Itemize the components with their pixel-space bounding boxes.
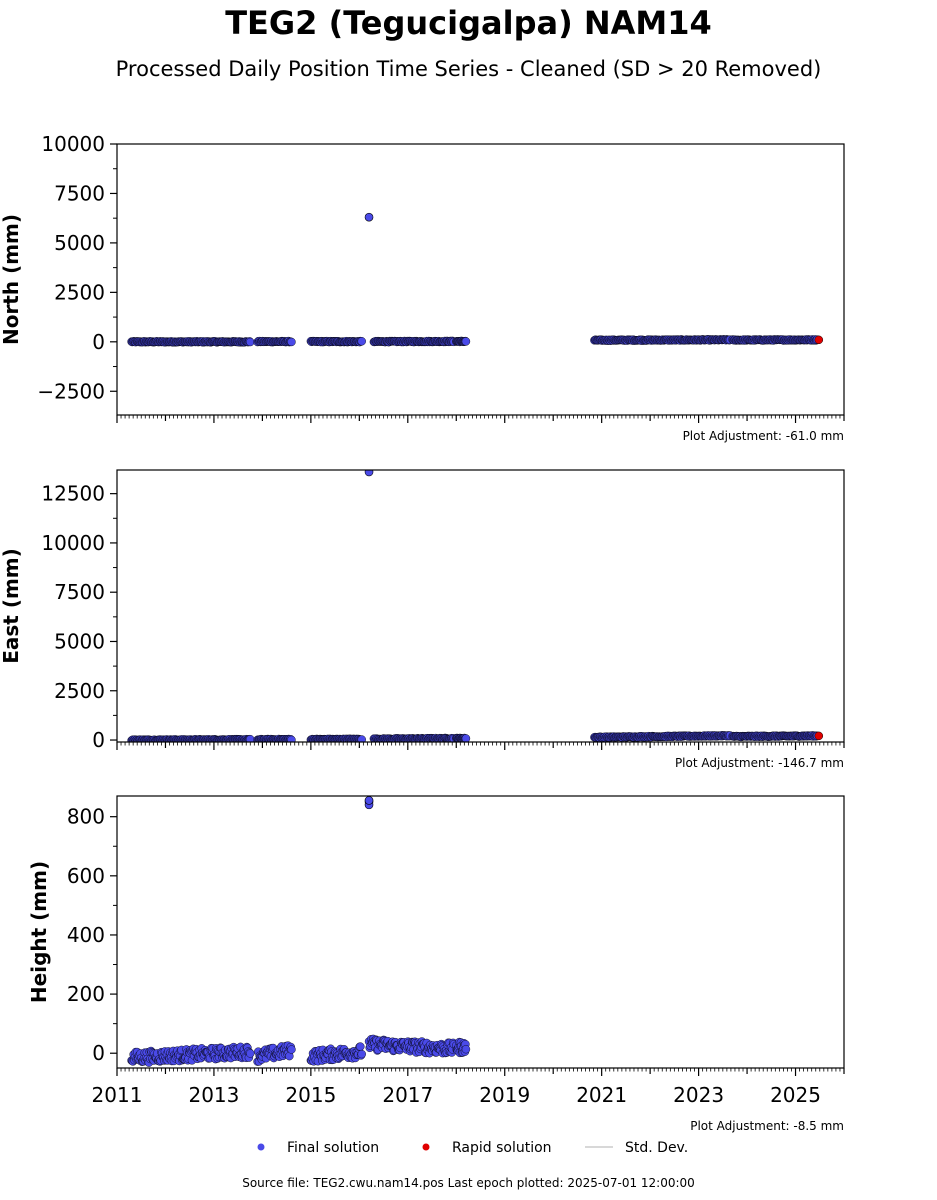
final-point (287, 1045, 296, 1054)
panel-frame (116, 143, 845, 416)
final-point-outlier (364, 796, 374, 805)
panel-points (127, 470, 824, 742)
x-tick-label: 2023 (673, 1083, 724, 1107)
y-tick-label: 400 (67, 923, 105, 947)
y-tick-label: 5000 (54, 231, 105, 255)
final-point (287, 337, 296, 347)
y-tick-label: −2500 (37, 379, 105, 403)
final-point-outlier (364, 212, 374, 222)
y-tick-label: 12500 (41, 482, 105, 506)
final-point (246, 1049, 255, 1058)
final-point (287, 735, 296, 742)
plot-adjustment-note: Plot Adjustment: -61.0 mm (683, 429, 844, 443)
final-point (461, 734, 471, 742)
legend: Final solution Rapid solution Std. Dev. (257, 1140, 688, 1156)
y-tick-label: 10000 (41, 132, 105, 156)
x-tick-label: 2017 (382, 1083, 433, 1107)
chart-title: TEG2 (Tegucigalpa) NAM14 (225, 4, 712, 42)
plot-adjustment-note: Plot Adjustment: -146.7 mm (675, 756, 844, 770)
y-tick-label: 600 (67, 864, 105, 888)
y-tick-label: 10000 (41, 531, 105, 555)
panel-north: −2500 0 2500 5000 7500 10000 North (mm) Plot Ad… (0, 132, 845, 443)
x-tick-label: 2019 (479, 1083, 530, 1107)
panel-points (127, 796, 471, 1067)
legend-final-marker (257, 1143, 265, 1151)
y-tick-label: 0 (92, 1041, 105, 1065)
x-tick-label: 2011 (92, 1083, 143, 1107)
y-tick-label: 0 (92, 330, 105, 354)
final-point (461, 337, 471, 346)
final-point (357, 337, 366, 346)
y-tick-label: 2500 (54, 679, 105, 703)
legend-stddev-label: Std. Dev. (625, 1140, 688, 1156)
panel-frame (116, 795, 845, 1069)
final-point (356, 1042, 365, 1051)
chart-subtitle: Processed Daily Position Time Series - C… (115, 57, 822, 81)
legend-rapid-label: Rapid solution (452, 1140, 552, 1156)
y-axis-label: North (mm) (0, 214, 23, 345)
final-point-outlier (364, 470, 374, 477)
rapid-point (814, 335, 824, 345)
y-axis-label: Height (mm) (27, 861, 51, 1003)
final-point (246, 337, 255, 347)
source-footer: Source file: TEG2.cwu.nam14.pos Last epo… (242, 1176, 695, 1190)
y-tick-label: 7500 (54, 181, 105, 205)
panel-frame (116, 469, 845, 743)
x-tick-label: 2013 (188, 1083, 239, 1107)
legend-final-label: Final solution (287, 1140, 379, 1156)
y-tick-label: 800 (67, 805, 105, 829)
y-tick-label: 200 (67, 982, 105, 1006)
legend-rapid-marker (422, 1143, 430, 1151)
y-tick-label: 0 (92, 728, 105, 752)
y-axis-label: East (mm) (0, 548, 23, 664)
x-tick-label: 2015 (285, 1083, 336, 1107)
final-point (357, 735, 366, 742)
panel-east: 0 2500 5000 7500 10000 12500 East (mm) Plot Adj… (0, 469, 845, 770)
panel-height: 0 200 400 600 800 Height (mm) Plot Adjustment:… (27, 795, 845, 1133)
final-point (461, 1044, 471, 1054)
x-tick-label: 2021 (576, 1083, 627, 1107)
y-tick-label: 7500 (54, 580, 105, 604)
plot-adjustment-note: Plot Adjustment: -8.5 mm (690, 1119, 844, 1133)
panel-points (127, 212, 824, 347)
y-tick-label: 2500 (54, 280, 105, 304)
rapid-point (814, 731, 824, 741)
x-tick-label: 2025 (770, 1083, 821, 1107)
y-tick-label: 5000 (54, 629, 105, 653)
final-point (357, 1049, 366, 1059)
